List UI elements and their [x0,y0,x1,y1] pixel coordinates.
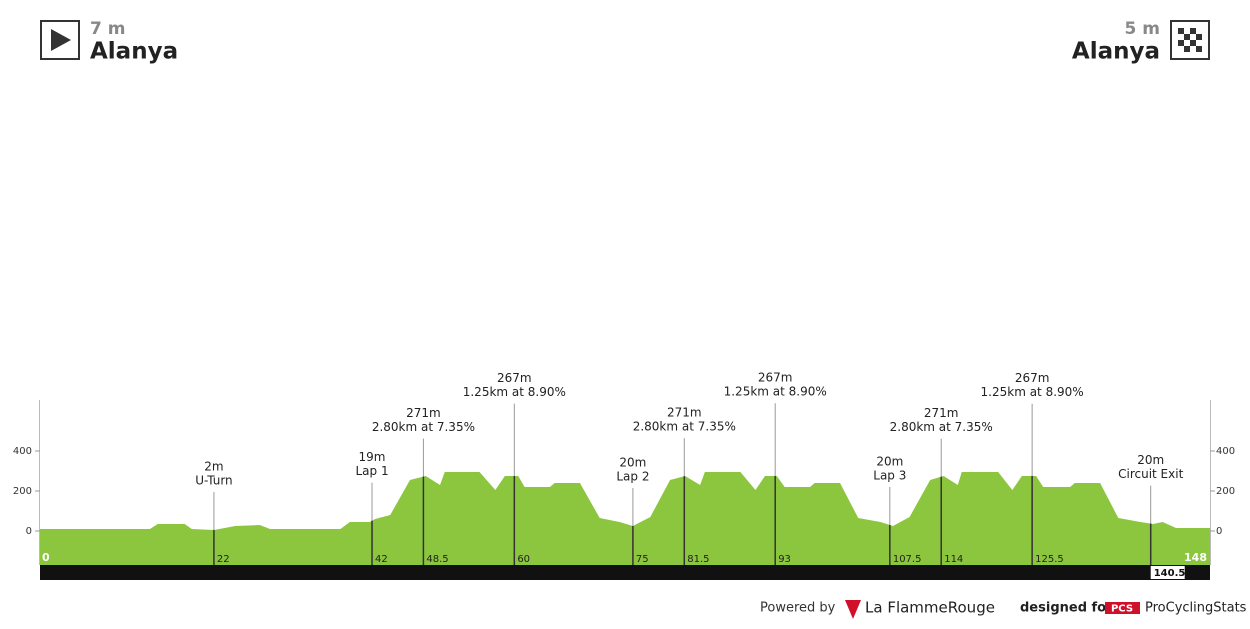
marker-title: 267m [758,371,793,385]
marker-km: 48.5 [426,554,448,565]
marker-title: 271m [924,406,959,420]
finish-icon [1170,20,1210,60]
marker-text: Lap 1 [355,464,388,478]
finish-name: Alanya [1072,39,1160,65]
marker-km: 22 [217,554,230,565]
marker-title: 271m [406,406,441,420]
marker-title: 267m [1015,371,1050,385]
y-tick-label: 200 [13,486,32,497]
marker-km: 42 [375,554,388,565]
marker-text: 2.80km at 7.35% [633,420,736,434]
marker-text: Circuit Exit [1118,467,1183,481]
elevation-area [40,472,1210,565]
marker-title: 20m [1137,453,1164,467]
brand-logo [845,600,861,619]
powered-by: Powered by [760,601,836,616]
marker-km: 107.5 [893,554,922,565]
marker-km: 75 [636,554,649,565]
start-arrow [51,29,71,51]
x-end-label: 148 [1184,551,1207,564]
pcs-logo [1105,602,1140,614]
marker-km: 81.5 [687,554,709,565]
start-name: Alanya [90,39,178,65]
marker-text: 2.80km at 7.35% [890,420,993,434]
marker-title: 267m [497,371,532,385]
marker-title: 2m [204,460,223,474]
marker-title: 19m [359,450,386,464]
y-tick-label-right: 0 [1216,526,1222,537]
distance-bar [40,565,1210,580]
marker-km: 60 [517,554,530,565]
pcs-logo-text: PCS [1111,604,1133,615]
designed-for: designed for [1020,601,1113,616]
x-start-label: 0 [42,551,50,564]
marker-text: 1.25km at 8.90% [724,385,827,399]
marker-text: Lap 2 [616,470,649,484]
marker-title: 20m [876,455,903,469]
y-tick-label: 400 [13,446,32,457]
brand: La FlammeRouge [865,599,995,617]
finish-elevation: 5 m [1125,19,1160,39]
marker-km: 93 [778,554,791,565]
marker-km: 125.5 [1035,554,1064,565]
marker-text: 1.25km at 8.90% [981,385,1084,399]
marker-title: 20m [619,456,646,470]
finish-flag [1178,28,1202,52]
site: ProCyclingStats [1145,601,1247,616]
marker-km-bg [1150,566,1185,579]
start-elevation: 7 m [90,19,125,39]
y-tick-label-right: 400 [1216,446,1235,457]
start-icon [40,20,80,60]
marker-km: 140.5 [1154,568,1186,579]
marker-title: 271m [667,406,702,420]
y-tick-label-right: 200 [1216,486,1235,497]
marker-text: 2.80km at 7.35% [372,420,475,434]
marker-text: 1.25km at 8.90% [463,385,566,399]
marker-text: Lap 3 [873,469,906,483]
y-tick-label: 0 [26,526,32,537]
marker-text: U-Turn [195,474,232,488]
marker-km: 114 [944,554,963,565]
